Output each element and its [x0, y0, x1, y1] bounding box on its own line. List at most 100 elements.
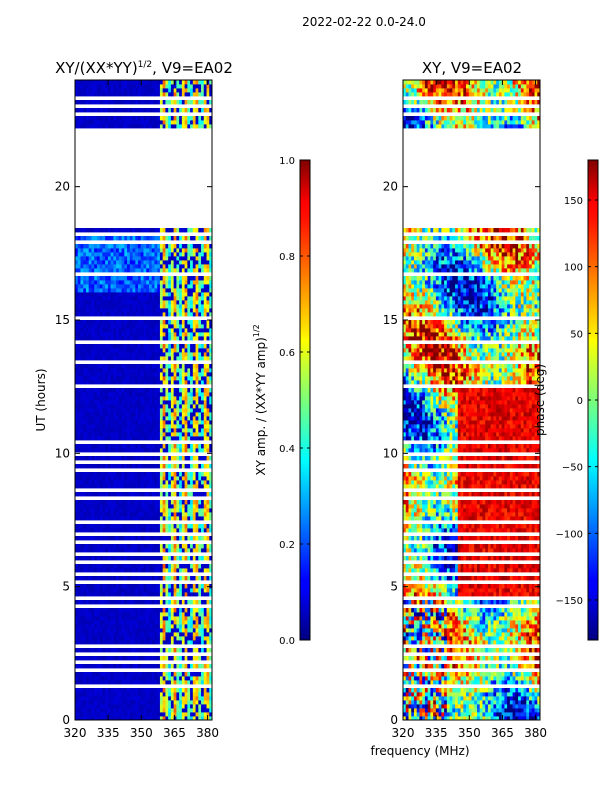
heatmap-cell [168, 320, 172, 325]
heatmap-cell [129, 324, 133, 329]
heatmap-cell [173, 716, 177, 721]
heatmap-cell [143, 548, 147, 553]
heatmap-cell [102, 432, 106, 437]
heatmap-cell [162, 648, 166, 653]
heatmap-cell [127, 248, 131, 253]
heatmap-cell [118, 500, 122, 505]
heatmap-cell [135, 500, 139, 505]
heatmap-cell [135, 256, 139, 261]
heatmap-cell [140, 432, 144, 437]
heatmap-cell [132, 464, 136, 469]
heatmap-cell [192, 648, 196, 653]
heatmap-cell [181, 456, 185, 461]
heatmap-cell [198, 348, 202, 353]
heatmap-cell [162, 288, 166, 293]
heatmap-cell [132, 688, 136, 693]
heatmap-cell [127, 600, 131, 605]
heatmap-cell [190, 584, 194, 589]
heatmap-cell [83, 528, 87, 533]
heatmap-cell [168, 612, 172, 617]
heatmap-cell [80, 692, 84, 697]
heatmap-cell [143, 428, 147, 433]
heatmap-cell [203, 396, 207, 401]
heatmap-cell [105, 632, 109, 637]
heatmap-cell [107, 640, 112, 645]
heatmap-cell [168, 448, 172, 453]
heatmap-cell [127, 608, 131, 613]
heatmap-cell [85, 708, 90, 713]
heatmap-cell [105, 616, 109, 621]
heatmap-cell [206, 400, 210, 405]
heatmap-cell [99, 664, 103, 669]
heatmap-cell [154, 356, 158, 361]
heatmap-cell [113, 600, 117, 605]
heatmap-cell [140, 444, 144, 449]
heatmap-cell [88, 476, 92, 481]
heatmap-cell [181, 364, 185, 369]
heatmap-cell [129, 716, 133, 721]
heatmap-cell [209, 692, 213, 697]
heatmap-cell [135, 476, 139, 481]
heatmap-cell [173, 544, 177, 549]
heatmap-cell [96, 716, 101, 721]
heatmap-cell [88, 436, 92, 441]
heatmap-cell [146, 608, 150, 613]
heatmap-cell [85, 472, 90, 477]
heatmap-cell [159, 516, 164, 521]
heatmap-cell [140, 424, 144, 429]
heatmap-cell [146, 124, 150, 129]
heatmap-cell [83, 392, 87, 397]
heatmap-cell [168, 640, 172, 645]
heatmap-cell [181, 228, 185, 233]
heatmap-cell [168, 412, 172, 417]
heatmap-cell [165, 352, 169, 357]
heatmap-cell [80, 628, 84, 633]
heatmap-cell [154, 396, 158, 401]
heatmap-cell [146, 364, 150, 369]
heatmap-cell [132, 528, 136, 533]
heatmap-cell [170, 324, 175, 329]
heatmap-cell [113, 356, 117, 361]
heatmap-cell [176, 400, 180, 405]
heatmap-cell [96, 248, 101, 253]
heatmap-cell [157, 344, 161, 349]
heatmap-cell [159, 632, 164, 637]
heatmap-cell [148, 508, 153, 513]
heatmap-cell [107, 292, 112, 297]
heatmap-cell [179, 500, 183, 505]
heatmap-cell [181, 396, 185, 401]
heatmap-cell [203, 328, 207, 333]
heatmap-cell [201, 280, 205, 285]
heatmap-cell [102, 256, 106, 261]
heatmap-cell [173, 512, 177, 517]
heatmap-cell [138, 252, 142, 257]
heatmap-cell [77, 656, 81, 661]
heatmap-cell [206, 636, 210, 641]
heatmap-cell [91, 656, 95, 661]
heatmap-cell [203, 300, 207, 305]
heatmap-cell [192, 712, 196, 717]
heatmap-cell [96, 696, 101, 701]
heatmap-cell [75, 312, 79, 317]
heatmap-cell [129, 408, 133, 413]
heatmap-cell [162, 672, 166, 677]
heatmap-cell [143, 656, 147, 661]
heatmap-cell [83, 556, 87, 561]
heatmap-cell [203, 124, 207, 129]
heatmap-cell [203, 388, 207, 393]
heatmap-cell [184, 528, 188, 533]
heatmap-cell [181, 568, 185, 573]
heatmap-cell [192, 436, 196, 441]
heatmap-cell [88, 308, 92, 313]
heatmap-cell [88, 548, 92, 553]
heatmap-cell [154, 260, 158, 265]
heatmap-cell [124, 244, 128, 249]
heatmap-cell [110, 404, 114, 409]
heatmap-cell [138, 712, 142, 717]
heatmap-cell [146, 276, 150, 281]
heatmap-cell [181, 432, 185, 437]
heatmap-cell [110, 396, 114, 401]
heatmap-cell [77, 352, 81, 357]
heatmap-cell [102, 320, 106, 325]
heatmap-cell [209, 476, 213, 481]
